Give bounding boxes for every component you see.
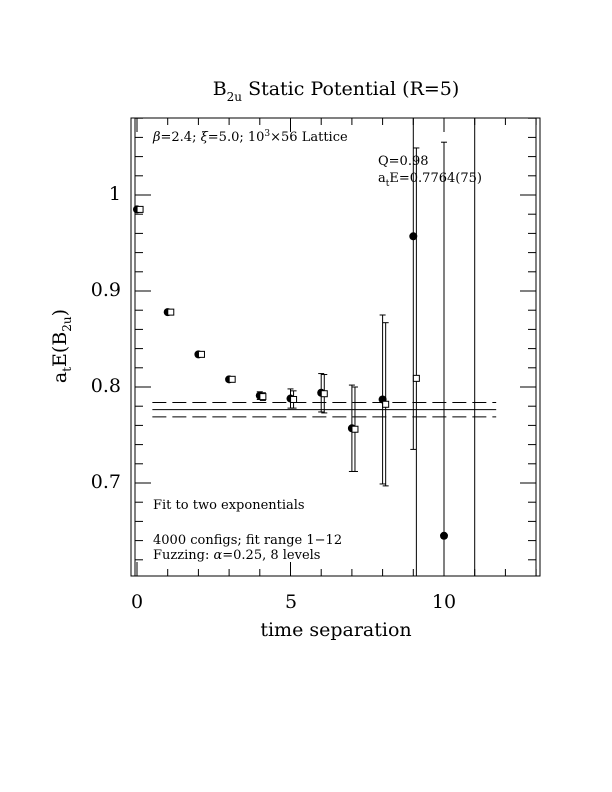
data-point-square <box>351 425 359 433</box>
y-axis-label: atE(B2u) <box>49 309 74 383</box>
y-tick-label-0.8: 0.8 <box>91 375 121 397</box>
plot-frame <box>130 117 541 577</box>
data-point-square <box>228 375 236 383</box>
data-point-square <box>412 374 420 382</box>
fit-energy-annotation: atE=0.7764(75) <box>378 171 482 189</box>
data-point-square <box>290 395 298 403</box>
fuzzing-annotation: Fuzzing: α=0.25, 8 levels <box>153 548 320 563</box>
configs-annotation: 4000 configs; fit range 1−12 <box>153 533 342 548</box>
data-point-circle <box>409 232 418 241</box>
y-tick-label-0.7: 0.7 <box>91 471 121 493</box>
x-tick-label-5: 5 <box>285 591 297 613</box>
x-tick-label-10: 10 <box>432 591 456 613</box>
data-point-square <box>320 390 328 398</box>
q-value-annotation: Q=0.98 <box>378 154 429 169</box>
y-tick-label-1: 1 <box>109 183 121 205</box>
y-tick-label-0.9: 0.9 <box>91 279 121 301</box>
lattice-annotation: β=2.4; ξ=5.0; 103×56 Lattice <box>152 129 348 145</box>
data-point-square <box>382 400 390 408</box>
x-axis-label: time separation <box>260 619 411 641</box>
chart-title: B2u Static Potential (R=5) <box>213 78 460 104</box>
x-tick-label-0: 0 <box>131 591 143 613</box>
data-point-square <box>259 393 267 401</box>
data-point-square <box>136 205 144 213</box>
fit-description: Fit to two exponentials <box>153 498 305 513</box>
data-point-circle <box>440 531 448 540</box>
data-points <box>133 118 476 576</box>
data-point-square <box>167 308 175 316</box>
data-point-square <box>197 350 205 358</box>
